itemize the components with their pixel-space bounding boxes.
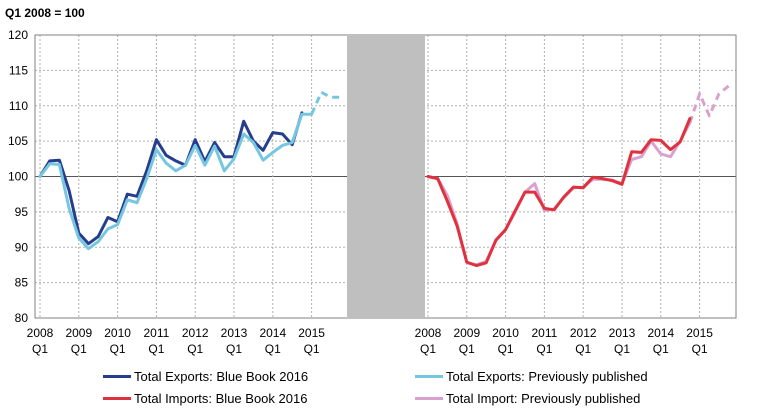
legend-label-exports-prev: Total Exports: Previously published bbox=[446, 369, 648, 384]
x-tick-quarter: Q1 bbox=[110, 342, 126, 356]
series-line-imports-1 bbox=[426, 117, 692, 268]
chart-title: Q1 2008 = 100 bbox=[5, 6, 85, 20]
series-line-exports-1 bbox=[38, 112, 314, 251]
x-tick-quarter: Q1 bbox=[32, 342, 48, 356]
x-tick-year: 2015 bbox=[686, 326, 713, 340]
legend-item-imports-prev: Total Import: Previously published bbox=[415, 391, 640, 406]
legend-label-imports-bb2016: Total Imports: Blue Book 2016 bbox=[134, 391, 308, 406]
x-tick-quarter: Q1 bbox=[536, 342, 552, 356]
x-tick-year: 2010 bbox=[492, 326, 519, 340]
y-tick-label: 85 bbox=[15, 276, 29, 290]
x-tick-year: 2009 bbox=[65, 326, 92, 340]
y-tick-label: 115 bbox=[9, 63, 28, 77]
x-tick-quarter: Q1 bbox=[498, 342, 514, 356]
panel-separator bbox=[347, 35, 425, 318]
x-tick-year: 2014 bbox=[259, 326, 286, 340]
x-tick-quarter: Q1 bbox=[304, 342, 320, 356]
x-tick-quarter: Q1 bbox=[614, 342, 630, 356]
x-tick-quarter: Q1 bbox=[459, 342, 475, 356]
x-tick-quarter: Q1 bbox=[187, 342, 203, 356]
series-line-dashed-exports-1 bbox=[310, 90, 341, 115]
series-line-exports-0 bbox=[38, 111, 304, 246]
x-tick-quarter: Q1 bbox=[653, 342, 669, 356]
x-tick-year: 2012 bbox=[570, 326, 597, 340]
x-tick-quarter: Q1 bbox=[148, 342, 164, 356]
y-tick-label: 100 bbox=[8, 170, 28, 184]
y-tick-label: 90 bbox=[15, 240, 29, 254]
x-tick-year: 2008 bbox=[27, 326, 54, 340]
x-tick-quarter: Q1 bbox=[226, 342, 242, 356]
y-tick-label: 120 bbox=[8, 28, 28, 42]
x-tick-year: 2009 bbox=[453, 326, 480, 340]
y-tick-label: 105 bbox=[8, 134, 28, 148]
x-tick-quarter: Q1 bbox=[692, 342, 708, 356]
x-tick-year: 2011 bbox=[143, 326, 169, 340]
x-tick-year: 2013 bbox=[609, 326, 636, 340]
legend-label-exports-bb2016: Total Exports: Blue Book 2016 bbox=[134, 369, 309, 384]
x-tick-quarter: Q1 bbox=[265, 342, 281, 356]
legend-swatch-imports-prev bbox=[415, 397, 443, 400]
y-axis: 120 115 110 105 100 95 90 85 80 bbox=[8, 28, 28, 325]
x-tick-year: 2013 bbox=[221, 326, 248, 340]
x-tick-quarter: Q1 bbox=[420, 342, 436, 356]
x-tick-quarter: Q1 bbox=[575, 342, 591, 356]
series-group bbox=[38, 84, 730, 268]
x-tick-year: 2014 bbox=[647, 326, 674, 340]
x-tick-year: 2015 bbox=[298, 326, 325, 340]
legend-item-exports-bb2016: Total Exports: Blue Book 2016 bbox=[103, 369, 308, 384]
legend-label-imports-prev: Total Import: Previously published bbox=[446, 391, 641, 406]
x-tick-year: 2011 bbox=[531, 326, 557, 340]
series-line-dashed-imports-0 bbox=[688, 84, 730, 124]
legend-item-imports-bb2016: Total Imports: Blue Book 2016 bbox=[103, 391, 307, 406]
x-tick-year: 2012 bbox=[182, 326, 209, 340]
legend-swatch-exports-prev bbox=[415, 375, 443, 378]
legend-swatch-imports-bb2016 bbox=[103, 397, 131, 400]
legend-swatch-exports-bb2016 bbox=[103, 375, 131, 378]
x-tick-year: 2008 bbox=[415, 326, 442, 340]
x-tick-quarter: Q1 bbox=[71, 342, 87, 356]
y-tick-label: 110 bbox=[9, 99, 28, 113]
x-axis: 2008 Q1 2009 Q1 2010 Q1 2011 Q1 2012 Q1 2013 Q1 2014… bbox=[27, 326, 714, 356]
y-tick-label: 95 bbox=[15, 205, 29, 219]
y-tick-label: 80 bbox=[15, 311, 29, 325]
legend-item-exports-prev: Total Exports: Previously published bbox=[415, 369, 648, 384]
x-tick-year: 2010 bbox=[104, 326, 131, 340]
